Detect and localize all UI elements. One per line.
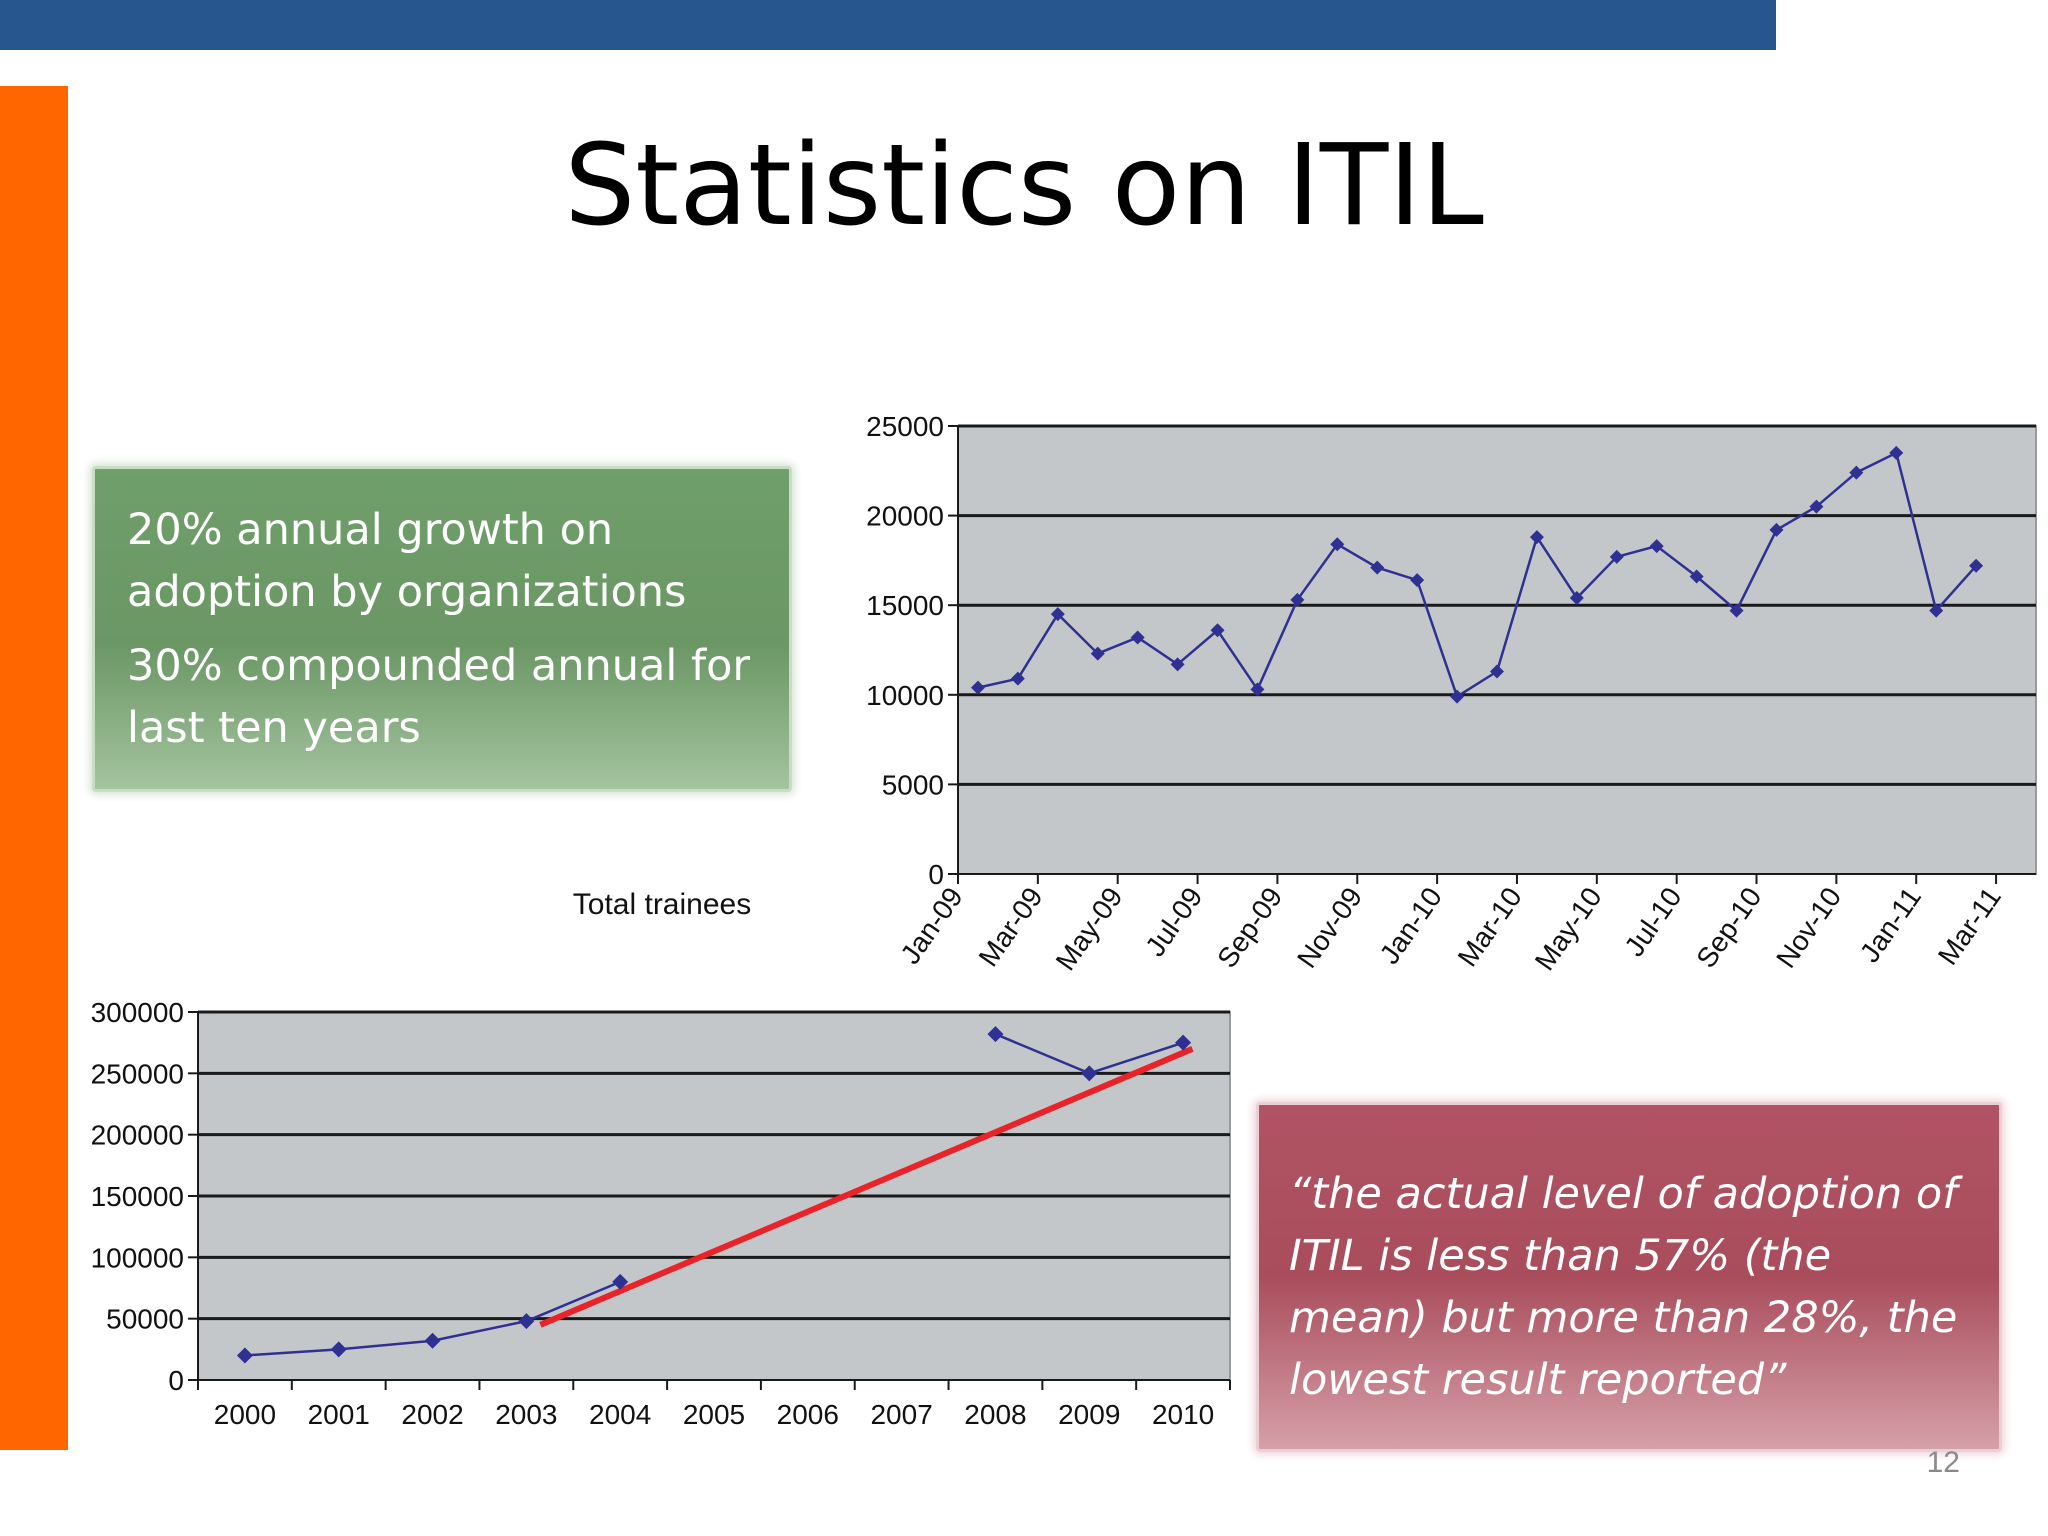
data-point bbox=[1370, 560, 1385, 575]
data-point bbox=[1929, 603, 1944, 618]
x-tick-label: Jul-10 bbox=[1618, 882, 1687, 962]
y-tick-label: 15000 bbox=[866, 590, 944, 621]
growth-line-1: 20% annual growth on adoption by organiz… bbox=[127, 505, 687, 617]
y-tick-label: 20000 bbox=[866, 501, 944, 532]
growth-line-2: 30% compounded annual for last ten years bbox=[127, 641, 751, 753]
x-tick-label: 2009 bbox=[1058, 1399, 1120, 1430]
top-accent-bar bbox=[0, 0, 1776, 50]
data-point bbox=[1010, 671, 1025, 686]
y-tick-label: 250000 bbox=[91, 1058, 184, 1089]
data-point bbox=[1130, 630, 1145, 645]
x-tick-label: 2004 bbox=[589, 1399, 651, 1430]
data-point bbox=[1969, 558, 1984, 573]
x-tick-label: 2002 bbox=[401, 1399, 463, 1430]
x-tick-label: 2006 bbox=[777, 1399, 839, 1430]
data-point bbox=[1330, 537, 1345, 552]
x-tick-label: 2001 bbox=[308, 1399, 370, 1430]
data-point bbox=[1649, 539, 1664, 554]
data-point bbox=[1090, 646, 1105, 661]
data-point bbox=[518, 1313, 535, 1330]
data-point bbox=[1210, 623, 1225, 638]
x-tick-label: Nov-10 bbox=[1770, 882, 1847, 974]
x-tick-label: Jan-11 bbox=[1854, 882, 1927, 968]
x-tick-label: Nov-09 bbox=[1291, 882, 1368, 974]
data-point bbox=[1849, 465, 1864, 480]
y-tick-label: 10000 bbox=[866, 680, 944, 711]
trainees-chart: Total trainees 0 50000 100000 150000 200000 25… bbox=[91, 888, 1231, 1430]
y-tick-label: 0 bbox=[168, 1365, 184, 1396]
data-point bbox=[1450, 689, 1465, 704]
growth-callout-box: 20% annual growth on adoption by organiz… bbox=[92, 466, 792, 792]
data-point bbox=[1809, 499, 1824, 514]
data-point bbox=[1490, 664, 1504, 679]
trend-line bbox=[539, 1046, 1194, 1328]
data-point bbox=[1769, 522, 1784, 537]
x-tick-label: May-10 bbox=[1529, 882, 1608, 976]
data-point bbox=[1689, 569, 1704, 584]
data-point bbox=[330, 1341, 347, 1358]
data-point bbox=[424, 1332, 441, 1349]
data-point bbox=[1050, 607, 1065, 622]
x-tick-label: Sep-10 bbox=[1690, 882, 1767, 974]
data-point bbox=[1609, 549, 1624, 564]
x-tick-label: 2007 bbox=[870, 1399, 932, 1430]
y-tick-label: 300000 bbox=[91, 997, 184, 1028]
y-tick-label: 200000 bbox=[91, 1120, 184, 1151]
data-point bbox=[1529, 530, 1544, 545]
data-point bbox=[1170, 657, 1185, 672]
x-tick-label: 2008 bbox=[964, 1399, 1026, 1430]
plot-area bbox=[957, 425, 2037, 875]
x-tick-label: 2005 bbox=[683, 1399, 745, 1430]
y-tick-label: 5000 bbox=[882, 769, 944, 800]
page-number: 12 bbox=[1926, 1446, 1960, 1479]
data-point bbox=[1175, 1034, 1192, 1051]
x-tick-label: 2003 bbox=[495, 1399, 557, 1430]
y-tick-label: 0 bbox=[928, 859, 944, 890]
data-point bbox=[612, 1273, 629, 1290]
quote-text: “the actual level of adoption of ITIL is… bbox=[1289, 1169, 1958, 1405]
data-point bbox=[1290, 592, 1305, 607]
y-tick-label: 150000 bbox=[91, 1181, 184, 1212]
data-point bbox=[1569, 591, 1584, 606]
x-tick-label: Jan-10 bbox=[1374, 882, 1449, 970]
quote-callout-box: “the actual level of adoption of ITIL is… bbox=[1256, 1102, 2002, 1452]
data-point bbox=[1889, 445, 1904, 460]
y-tick-label: 100000 bbox=[91, 1242, 184, 1273]
x-tick-label: 2000 bbox=[214, 1399, 276, 1430]
y-tick-label: 25000 bbox=[866, 411, 944, 442]
data-point bbox=[1729, 603, 1744, 618]
data-point bbox=[1250, 682, 1265, 697]
data-point bbox=[987, 1026, 1004, 1043]
data-point bbox=[970, 680, 985, 695]
x-tick-label: Mar-11 bbox=[1932, 882, 2007, 971]
data-point bbox=[236, 1347, 253, 1364]
slide-title: Statistics on ITIL bbox=[564, 121, 1484, 251]
data-point bbox=[1410, 573, 1425, 588]
y-tick-label: 50000 bbox=[106, 1304, 184, 1335]
x-tick-label: Mar-10 bbox=[1452, 882, 1528, 972]
side-accent-bar bbox=[0, 86, 68, 1450]
x-tick-label: 2010 bbox=[1152, 1399, 1214, 1430]
chart-title: Total trainees bbox=[573, 888, 751, 921]
series-line bbox=[977, 451, 1978, 699]
data-point bbox=[1081, 1065, 1098, 1082]
